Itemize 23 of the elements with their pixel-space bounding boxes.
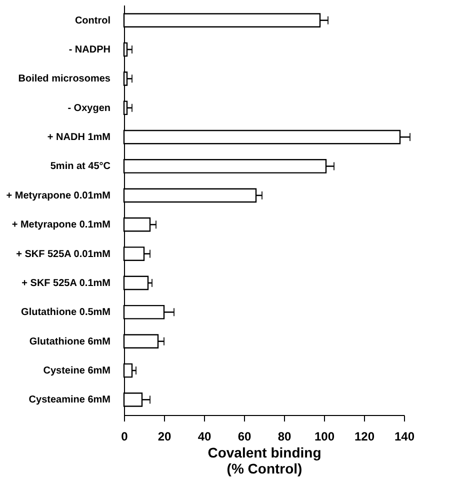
y-tick-label: Cysteine 6mM [43, 366, 110, 376]
y-tick-label: + Metyrapone 0.1mM [12, 220, 110, 231]
y-tick-label: Cysteamine 6mM [28, 394, 110, 406]
x-tick-label: 80 [278, 430, 292, 444]
y-tick-label: Glutathione 6mM [29, 336, 110, 348]
y-tick-label: 5min at 45°C [50, 161, 110, 172]
x-tick-label: 40 [198, 430, 212, 444]
x-tick-label: 120 [354, 430, 375, 444]
y-tick-label: + NADH 1mM [47, 132, 110, 144]
y-tick-label: - Oxygen [68, 102, 110, 114]
y-tick-label: - NADPH [68, 44, 110, 56]
x-tick-label: 100 [314, 430, 335, 444]
y-tick-label: Glutathione 0.5mM [21, 307, 110, 318]
x-tick-label: 20 [158, 430, 172, 444]
x-tick-label: 60 [238, 430, 252, 444]
y-tick-label: + SKF 525A 0.01mM [16, 248, 110, 260]
x-tick-label: 140 [394, 430, 415, 444]
y-tick-label: + Metyrapone 0.01mM [6, 190, 110, 202]
x-axis-title: Covalent binding (% Control) [208, 444, 322, 476]
x-tick-label: 0 [121, 430, 128, 444]
y-tick-label: + SKF 525A 0.1mM [22, 278, 110, 289]
y-tick-label: Control [74, 15, 111, 26]
y-tick-label: Boiled microsomes [18, 74, 111, 85]
